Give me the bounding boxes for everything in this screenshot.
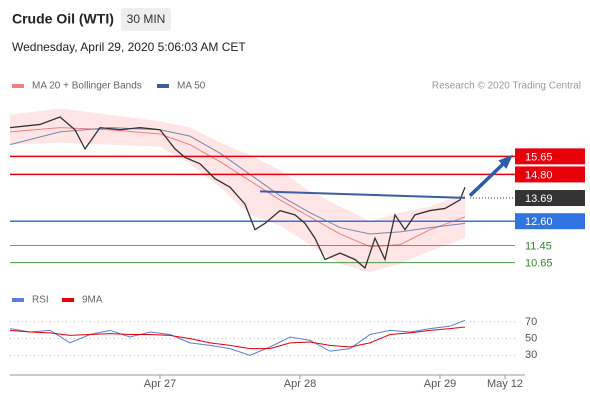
legend-swatch xyxy=(62,298,74,302)
level-box xyxy=(515,213,585,230)
level-label: 11.45 xyxy=(525,241,552,253)
level-label: 14.80 xyxy=(525,169,553,181)
level-label: 12.60 xyxy=(525,216,553,228)
level-label: 13.69 xyxy=(525,193,553,205)
ma50-line xyxy=(9,127,466,235)
date: Wednesday, April 29, 2020 5:06:03 AM CET xyxy=(12,40,246,54)
y-tick-label: 70 xyxy=(525,316,537,328)
arrow-head xyxy=(498,154,513,169)
rsi-line xyxy=(9,326,466,350)
y-tick-label: 30 xyxy=(525,349,537,361)
ma20-line xyxy=(9,127,466,248)
legend-swatch xyxy=(12,298,24,302)
legend-label: MA 20 + Bollinger Bands xyxy=(32,81,142,92)
legend-label: RSI xyxy=(32,295,49,306)
x-tick-label: Apr 28 xyxy=(284,378,316,390)
legend-label: MA 50 xyxy=(177,81,206,92)
level-box xyxy=(515,166,585,183)
interval-button[interactable] xyxy=(121,8,171,31)
interval-label[interactable]: 30 MIN xyxy=(127,12,166,26)
x-tick-label: Apr 27 xyxy=(144,378,176,390)
title: Crude Oil (WTI) xyxy=(12,11,114,27)
legend-swatch xyxy=(157,84,169,88)
x-tick-label: Apr 29 xyxy=(424,378,456,390)
bollinger-band xyxy=(10,108,465,273)
level-box xyxy=(515,190,585,207)
level-label: 15.65 xyxy=(525,151,553,163)
level-label: 10.65 xyxy=(525,258,553,270)
source: Research © 2020 Trading Central xyxy=(432,81,581,92)
x-tick-label: May 12 xyxy=(487,378,523,390)
level-box xyxy=(515,148,585,165)
rsi-line xyxy=(9,319,466,356)
legend-swatch xyxy=(12,84,24,88)
trendline xyxy=(259,190,466,199)
y-tick-label: 50 xyxy=(525,333,537,345)
price-line xyxy=(9,116,466,270)
legend-label: 9MA xyxy=(82,295,103,306)
